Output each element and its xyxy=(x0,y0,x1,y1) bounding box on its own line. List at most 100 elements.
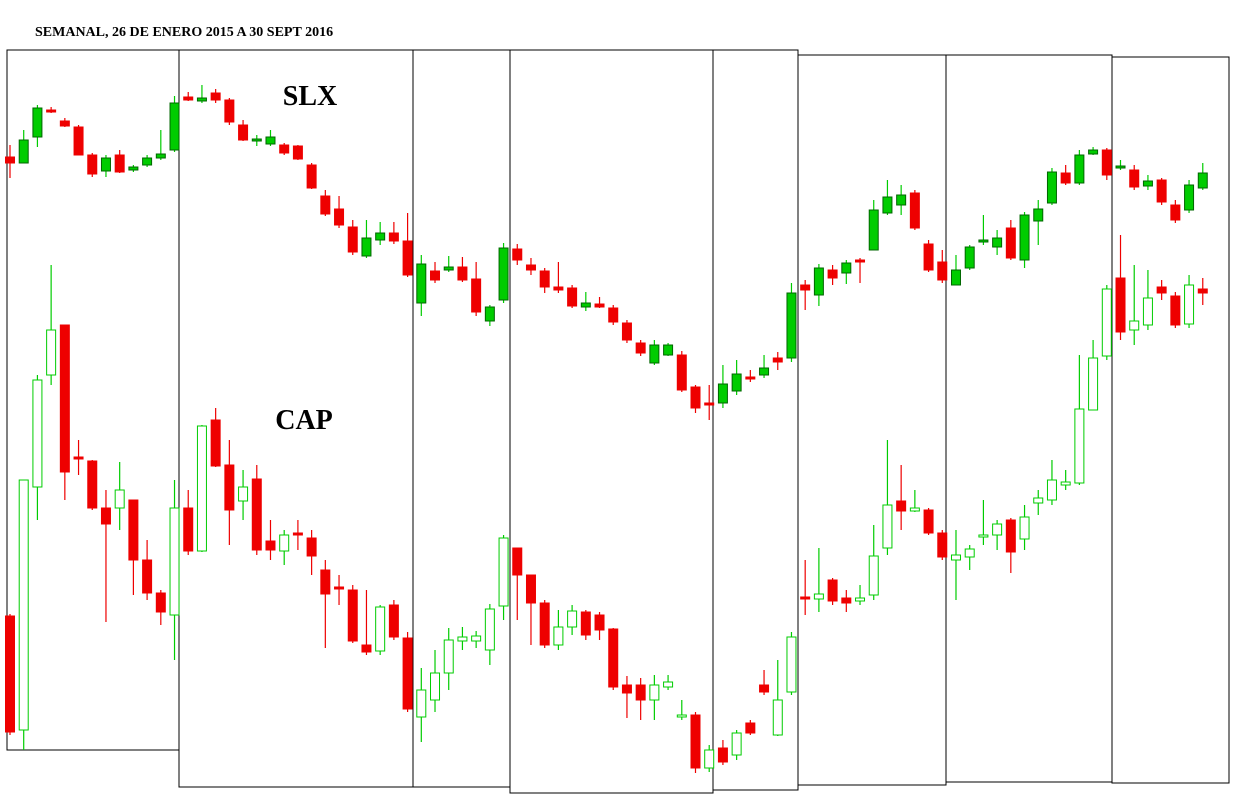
candle-body xyxy=(827,269,838,279)
candle-body xyxy=(128,166,139,171)
candle-body xyxy=(5,615,15,733)
candle-body xyxy=(608,628,619,688)
candle-body xyxy=(251,138,262,142)
candle-body xyxy=(128,499,139,561)
candle-body xyxy=(772,699,783,736)
candle-body xyxy=(169,507,180,616)
series-label: SLX xyxy=(283,81,337,112)
candle-body xyxy=(1184,284,1195,325)
candle-body xyxy=(937,261,948,281)
candle-body xyxy=(553,626,564,646)
candle-body xyxy=(279,144,290,154)
candle-body xyxy=(265,136,276,145)
candle-body xyxy=(553,286,564,291)
candle-body xyxy=(59,120,70,127)
candle-body xyxy=(73,456,84,460)
candle-body xyxy=(676,714,687,718)
candle-body xyxy=(841,262,852,274)
candle-body xyxy=(210,92,221,101)
candle-body xyxy=(745,722,756,734)
candle-body xyxy=(183,96,194,101)
candle-body xyxy=(498,537,509,607)
candle-body xyxy=(1142,297,1153,326)
candle-body xyxy=(251,478,262,551)
candle-body xyxy=(46,109,57,113)
candle-body xyxy=(457,636,468,642)
candle-body xyxy=(224,464,235,511)
candle-body xyxy=(800,284,811,291)
candle-body xyxy=(512,547,523,576)
series-label: CAP xyxy=(275,405,333,436)
candle-body xyxy=(375,606,386,652)
candle-body xyxy=(320,195,331,215)
candle-body xyxy=(430,672,441,701)
candle-body xyxy=(992,523,1003,536)
candle-body xyxy=(375,232,386,241)
candle-body xyxy=(1088,149,1099,155)
candle-body xyxy=(1129,320,1140,331)
candle-body xyxy=(827,579,838,602)
candle-body xyxy=(923,509,934,534)
candle-body xyxy=(142,559,153,594)
candle-body xyxy=(498,247,509,301)
candle-body xyxy=(196,425,207,552)
candle-body xyxy=(457,266,468,281)
candle-body xyxy=(1101,149,1112,176)
candle-body xyxy=(1060,172,1071,184)
candle-body xyxy=(896,500,907,512)
candle-body xyxy=(142,157,153,166)
candle-body xyxy=(663,681,674,688)
candle-body xyxy=(347,589,358,642)
candle-body xyxy=(388,604,399,638)
candle-body xyxy=(868,555,879,596)
candle-body xyxy=(512,248,523,261)
candle-body xyxy=(402,240,413,276)
candle-body xyxy=(279,534,290,552)
candle-body xyxy=(525,574,536,604)
candle-body xyxy=(1088,357,1099,411)
candle-body xyxy=(1074,408,1085,484)
candle-body xyxy=(484,306,495,322)
candle-body xyxy=(334,586,345,590)
candle-body xyxy=(567,287,578,307)
candle-body xyxy=(690,386,701,409)
candle-body xyxy=(443,266,454,271)
candle-body xyxy=(1129,169,1140,188)
candle-body xyxy=(114,154,125,173)
candle-body xyxy=(334,208,345,226)
candle-body xyxy=(430,270,441,281)
candle-body xyxy=(813,593,824,600)
candle-body xyxy=(594,614,605,631)
candle-body xyxy=(1156,286,1167,294)
candle-body xyxy=(114,489,125,509)
frame xyxy=(712,49,799,791)
candle-body xyxy=(1060,481,1071,486)
candle-body xyxy=(32,107,43,138)
candle-body xyxy=(800,596,811,600)
candle-body xyxy=(855,597,866,602)
candle-body xyxy=(59,324,70,473)
candle-body xyxy=(238,486,249,502)
candle-body xyxy=(882,504,893,549)
candle-body xyxy=(882,196,893,214)
candle-body xyxy=(594,303,605,308)
candle-body xyxy=(18,479,29,731)
candle-body xyxy=(950,269,961,286)
candle-body xyxy=(923,243,934,271)
candle-body xyxy=(196,97,207,102)
candle-body xyxy=(1156,179,1167,203)
candle-body xyxy=(786,636,797,693)
frames xyxy=(6,49,1230,794)
candle-body xyxy=(525,264,536,271)
frame xyxy=(412,49,511,788)
candle-body xyxy=(87,460,98,509)
candle-body xyxy=(320,569,331,595)
candle-body xyxy=(73,126,84,156)
candle-body xyxy=(909,192,920,229)
candle-body xyxy=(1019,214,1030,261)
candle-body xyxy=(580,302,591,308)
candle-body xyxy=(32,379,43,488)
candle-body xyxy=(1115,165,1126,169)
candle-body xyxy=(813,267,824,296)
chart-title: SEMANAL, 26 DE ENERO 2015 A 30 SEPT 2016 xyxy=(35,25,333,40)
